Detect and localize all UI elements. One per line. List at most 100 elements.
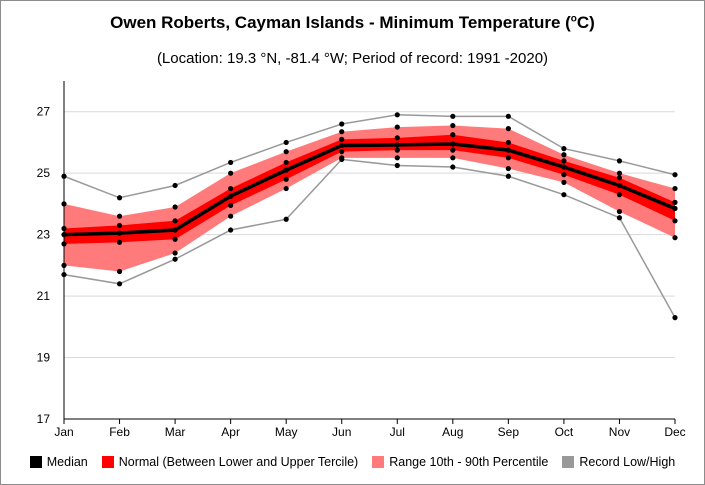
record-high-point (505, 113, 511, 119)
x-tick-label: Sep (498, 425, 520, 439)
lower-tercile-point (172, 236, 178, 242)
legend-swatch-range (372, 456, 385, 468)
line-layer (63, 114, 676, 318)
x-tick-label: Oct (555, 425, 574, 439)
upper-tercile-point (505, 139, 511, 146)
median-point (283, 167, 289, 173)
median-point (172, 227, 178, 233)
record-high-line (63, 114, 676, 199)
record-low-point (228, 227, 234, 233)
median-point (561, 164, 567, 170)
lower-tercile-point (616, 192, 623, 198)
record-low-point (505, 173, 511, 179)
p10-point (616, 208, 623, 215)
upper-tercile-point (616, 175, 623, 181)
legend-swatch-median (29, 456, 42, 468)
median-point (228, 193, 234, 199)
record-high-point (339, 121, 345, 127)
median-point (339, 142, 345, 149)
legend-swatch-record (562, 456, 575, 468)
legend-item-normal: Normal (Between Lower and Upper Tercile) (101, 455, 359, 469)
upper-tercile-point (116, 222, 123, 229)
chart-title-unit: C) (576, 13, 595, 32)
lower-tercile-point (394, 147, 400, 153)
record-high-point (561, 146, 567, 152)
record-high-point (616, 158, 623, 164)
record-low-point (561, 192, 567, 198)
p90-point (116, 213, 123, 219)
y-tick-label: 19 (37, 351, 51, 365)
p90-point (672, 185, 678, 192)
record-low-point (116, 281, 123, 287)
p10-point (116, 268, 123, 275)
axis-layer: 17 19 21 23 25 27 Jan Feb Mar Apr May Jun Jul Aug Sep O… (37, 81, 686, 439)
record-high-point (283, 139, 289, 146)
p10-point (339, 155, 345, 161)
lower-tercile-point (339, 149, 345, 155)
record-high-point (172, 182, 178, 189)
upper-tercile-point (228, 185, 234, 192)
x-tick-label: Feb (109, 425, 130, 439)
x-tick-label: Jul (390, 425, 405, 439)
record-low-point (616, 215, 623, 221)
chart-title: Owen Roberts, Cayman Islands - Minimum T… (1, 13, 704, 33)
p10-point (283, 185, 289, 192)
p10-point (228, 213, 234, 219)
upper-tercile-point (339, 136, 345, 142)
legend: Median Normal (Between Lower and Upper T… (1, 455, 704, 469)
legend-label-range: Range 10th - 90th Percentile (389, 455, 549, 469)
legend-item-record: Record Low/High (562, 455, 675, 469)
median-point (450, 141, 456, 147)
x-tick-label: Jun (332, 425, 351, 439)
x-tick-label: Apr (221, 425, 240, 439)
x-tick-label: Mar (165, 425, 186, 439)
median-point (505, 147, 511, 153)
legend-label-median: Median (46, 455, 88, 469)
median-point (616, 182, 623, 189)
legend-label-record: Record Low/High (579, 455, 676, 469)
upper-tercile-point (450, 132, 456, 138)
lower-tercile-point (116, 239, 123, 245)
median-point (394, 142, 400, 148)
p90-point (561, 152, 567, 158)
record-low-point (450, 164, 456, 170)
legend-swatch-normal (101, 456, 114, 468)
record-high-point (394, 112, 400, 118)
p90-point (616, 170, 623, 176)
x-tick-label: Dec (664, 425, 685, 439)
median-point (672, 205, 678, 212)
upper-tercile-point (172, 218, 178, 224)
p90-point (339, 129, 345, 135)
legend-label-normal: Normal (Between Lower and Upper Tercile) (118, 455, 359, 469)
y-tick-label: 21 (37, 289, 51, 303)
x-tick-label: May (275, 425, 298, 439)
x-tick-label: Jan (54, 425, 73, 439)
upper-tercile-point (283, 159, 289, 166)
lower-tercile-point (450, 147, 456, 153)
p90-point (394, 124, 400, 130)
upper-tercile-point (561, 158, 567, 164)
p90-point (450, 122, 456, 129)
plot-area: 17 19 21 23 25 27 Jan Feb Mar Apr May Jun Jul Aug Sep O… (37, 81, 686, 439)
legend-item-median: Median (29, 455, 88, 469)
y-tick-label: 27 (37, 105, 51, 119)
record-low-point (283, 216, 289, 222)
degree-superscript: o (570, 13, 577, 25)
upper-tercile-point (672, 199, 678, 205)
range-10-90-band (64, 125, 675, 272)
median-line (63, 142, 676, 237)
p90-point (172, 204, 178, 210)
chart-subtitle: (Location: 19.3 °N, -81.4 °W; Period of … (156, 50, 549, 67)
record-high-point (450, 113, 456, 119)
median-point (116, 230, 123, 236)
record-low-line (63, 158, 676, 318)
y-tick-label: 23 (37, 228, 51, 242)
record-high-point (116, 195, 123, 201)
record-low-point (172, 256, 178, 262)
legend-item-range: Range 10th - 90th Percentile (372, 455, 548, 469)
p10-point (450, 155, 456, 161)
band-layer (64, 125, 675, 272)
p10-point (172, 250, 178, 256)
point-layer (61, 112, 678, 321)
